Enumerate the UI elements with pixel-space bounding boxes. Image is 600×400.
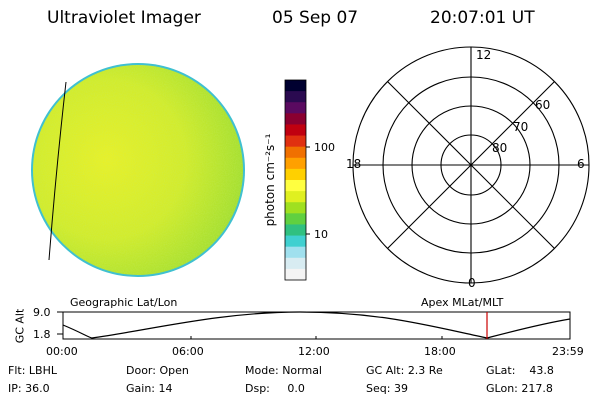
lat-label-70: 70 bbox=[513, 120, 529, 134]
colorbar-cell bbox=[285, 146, 306, 159]
altitude-curve bbox=[62, 311, 571, 339]
status-gc-alt: GC Alt: 2.3 Re bbox=[366, 364, 443, 377]
polar-grid bbox=[352, 46, 590, 284]
status-seq: Seq: 39 bbox=[366, 382, 408, 395]
colorbar-cell bbox=[285, 180, 306, 192]
colorbar-cell bbox=[285, 113, 306, 125]
instrument-title: Ultraviolet Imager bbox=[47, 8, 201, 28]
status-door: Door: Open bbox=[126, 364, 189, 377]
lat-label-80: 80 bbox=[492, 141, 508, 155]
status-mode: Mode: Normal bbox=[245, 364, 322, 377]
mlt-label-0: 0 bbox=[468, 276, 476, 290]
mlt-label-6: 6 bbox=[577, 157, 585, 171]
colorbar-cell bbox=[285, 202, 306, 214]
lat-label-60: 60 bbox=[535, 98, 551, 112]
colorbar-cell bbox=[285, 191, 306, 203]
colorbar-cell bbox=[285, 168, 306, 181]
colorbar-cell bbox=[285, 268, 306, 281]
colorbar-cell bbox=[285, 224, 306, 237]
colorbar-label-10: 10 bbox=[314, 228, 328, 241]
strip-xtick-12: 12:00 bbox=[298, 345, 330, 358]
altitude-strip bbox=[57, 311, 571, 340]
colorbar-cell bbox=[285, 91, 306, 103]
colorbar-cell bbox=[285, 102, 306, 114]
status-glon: GLon: 217.8 bbox=[486, 382, 553, 395]
colorbar-unit-label: photon cm⁻²s⁻¹ bbox=[263, 133, 277, 227]
status-gain: Gain: 14 bbox=[126, 382, 173, 395]
strip-xtick-06: 06:00 bbox=[172, 345, 204, 358]
colorbar-cell bbox=[285, 257, 306, 270]
colorbar-cell bbox=[285, 157, 306, 170]
terminator-line bbox=[48, 81, 67, 261]
colorbar-label-100: 100 bbox=[314, 141, 335, 154]
colorbar-cell bbox=[285, 80, 306, 92]
strip-ytick-9: 9.0 bbox=[33, 306, 51, 319]
colorbar-cell bbox=[285, 235, 306, 248]
status-dsp: Dsp: 0.0 bbox=[245, 382, 305, 395]
colorbar-cell bbox=[285, 135, 306, 148]
apex-title: Apex MLat/MLT bbox=[421, 296, 504, 309]
strip-xtick-2359: 23:59 bbox=[552, 345, 584, 358]
geographic-title: Geographic Lat/Lon bbox=[70, 296, 178, 309]
strip-xtick-18: 18:00 bbox=[424, 345, 456, 358]
strip-ytick-1-8: 1.8 bbox=[33, 328, 51, 341]
colorbar-cell bbox=[285, 124, 306, 137]
strip-ylabel: GC Alt bbox=[13, 308, 27, 344]
mlt-label-18: 18 bbox=[346, 157, 362, 171]
colorbar-cell bbox=[285, 246, 306, 259]
observation-time: 20:07:01 UT bbox=[430, 8, 535, 28]
colorbar bbox=[284, 79, 310, 281]
status-glat: GLat: 43.8 bbox=[486, 364, 554, 377]
mlt-label-12: 12 bbox=[476, 48, 492, 62]
status-flt: Flt: LBHL bbox=[8, 364, 57, 377]
observation-date: 05 Sep 07 bbox=[272, 8, 359, 28]
earth-disk-image bbox=[31, 63, 245, 277]
strip-xtick-00: 00:00 bbox=[46, 345, 78, 358]
status-ip: IP: 36.0 bbox=[8, 382, 50, 395]
colorbar-cell bbox=[285, 213, 306, 225]
